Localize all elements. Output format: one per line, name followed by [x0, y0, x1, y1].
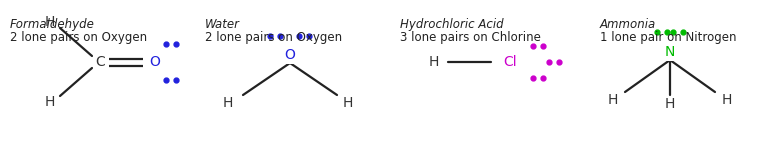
Text: Cl: Cl — [503, 55, 517, 69]
Text: Ammonia: Ammonia — [600, 18, 656, 31]
Text: C: C — [95, 55, 105, 69]
Text: 2 lone pairs on Oxygen: 2 lone pairs on Oxygen — [205, 31, 342, 44]
Text: O: O — [150, 55, 161, 69]
Text: O: O — [285, 48, 296, 62]
Text: N: N — [665, 45, 675, 59]
Text: H: H — [665, 97, 675, 111]
Text: 1 lone pair on Nitrogen: 1 lone pair on Nitrogen — [600, 31, 737, 44]
Text: 2 lone pairs on Oxygen: 2 lone pairs on Oxygen — [10, 31, 147, 44]
Text: Hydrochloric Acid: Hydrochloric Acid — [400, 18, 504, 31]
Text: Water: Water — [205, 18, 240, 31]
Text: H: H — [607, 93, 618, 107]
Text: H: H — [343, 96, 353, 110]
Text: H: H — [45, 15, 55, 29]
Text: H: H — [429, 55, 439, 69]
Text: Formaldehyde: Formaldehyde — [10, 18, 95, 31]
Text: H: H — [722, 93, 732, 107]
Text: H: H — [223, 96, 233, 110]
Text: H: H — [45, 95, 55, 109]
Text: 3 lone pairs on Chlorine: 3 lone pairs on Chlorine — [400, 31, 541, 44]
